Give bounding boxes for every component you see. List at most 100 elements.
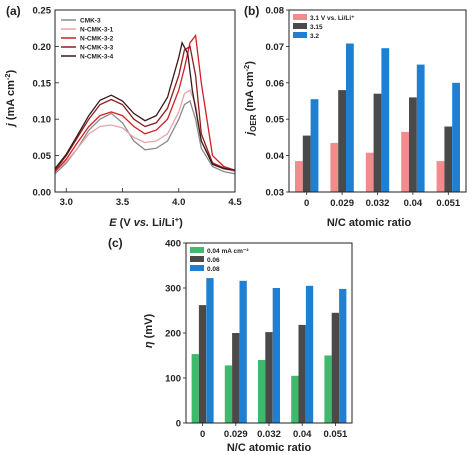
panel-a-legend-label: N-CMK-3-2 (80, 36, 114, 43)
panel-a-letter: (a) (6, 4, 21, 18)
panel-b-xlabel: N/C atomic ratio (327, 217, 412, 229)
panel-b-plot: 0 0.029 0.032 0.04 0.051 0.03 0.04 0.05 0.06 0.07… (266, 6, 467, 209)
panel-b-ytick-label: 0.04 (266, 151, 285, 162)
panel-a-ytick-label: 0.25 (33, 6, 52, 17)
panel-c-legend-swatch (190, 247, 204, 253)
svg-text:η (mV): η (mV) (143, 314, 155, 349)
panel-b-ytick-label: 0.06 (266, 78, 285, 89)
panel-b-bar-3.2-0.032 (381, 48, 390, 193)
panel-c-legend-label: 0.08 (207, 266, 220, 273)
panel-b-bar-3.1 V vs. Li/Li⁺-0.04 (401, 131, 409, 192)
panel-a-frame (54, 9, 236, 193)
panel-c-xtick-label: 0.032 (257, 429, 281, 440)
panel-c-bar-0.04 mA cm⁻²-0 (191, 354, 199, 423)
panel-a-xlabel: E (V vs. Li/Li+) (109, 215, 183, 229)
panel-c-plot: 0 0.029 0.032 0.04 0.051 0 100 200 300 400 0.04 mA… (165, 239, 353, 440)
panel-a-legend-label: CMK-3 (80, 18, 101, 25)
panel-c-ytick-label: 200 (165, 329, 181, 340)
panel-c-bar-0.04 mA cm⁻²-0.04 (291, 375, 299, 424)
panel-c-ytick-label: 0 (176, 419, 181, 430)
panel-b-legend: 3.1 V vs. Li/Li⁺ 3.15 3.2 (293, 14, 355, 40)
panel-b-bar-3.1 V vs. Li/Li⁺-0 (295, 161, 303, 192)
panel-a-ytick-label: 0.05 (33, 151, 52, 162)
panel-b-bar-3.15-0.04 (409, 97, 417, 192)
panel-c-bar-0.04 mA cm⁻²-0.032 (258, 360, 266, 423)
panel-b-xtick-label: 0.029 (330, 198, 354, 209)
panel-b-bar-3.1 V vs. Li/Li⁺-0.032 (365, 152, 374, 192)
panel-a-ytick-label: 0.20 (33, 42, 52, 53)
panel-c-bar-0.06-0.032 (265, 332, 273, 423)
panel-a-ytick-label: 0.00 (33, 188, 52, 199)
panel-b-legend-label: 3.1 V vs. Li/Li⁺ (310, 15, 355, 22)
panel-b-ytick-label: 0.08 (266, 6, 285, 17)
panel-b-letter: (b) (244, 4, 259, 18)
panel-a-legend-label: N-CMK-3-1 (80, 27, 114, 34)
panel-a-xtick-label: 4.5 (228, 197, 242, 208)
panel-c-ytick-label: 300 (165, 284, 181, 295)
panel-c-letter: (c) (108, 236, 123, 250)
panel-c-ylabel: η (mV) (143, 314, 155, 349)
panel-b-legend-label: 3.2 (310, 33, 319, 40)
panel-c-xtick-label: 0 (200, 429, 205, 440)
panel-c-bar-0.06-0 (198, 305, 207, 423)
panel-a-series-N-CMK-3-3 (54, 45, 236, 171)
panel-b-legend-swatch (293, 23, 307, 29)
panel-c-bar-0.08-0.029 (239, 280, 247, 423)
panel-b-xtick-label: 0 (304, 198, 309, 209)
panel-a-legend: CMK-3 N-CMK-3-1 N-CMK-3-2 N-CMK-3-3 N-CMK-3-… (61, 18, 114, 61)
panel-b-legend-swatch (293, 14, 307, 20)
panel-c-bar-0.04 mA cm⁻²-0.029 (224, 365, 233, 423)
panel-a-ytick-label: 0.15 (33, 78, 52, 89)
panel-b-bar-3.2-0.04 (416, 64, 425, 192)
panel-c-ytick-label: 100 (165, 374, 181, 385)
panel-b-frame (288, 9, 467, 193)
panel-b-ytick-label: 0.07 (266, 42, 285, 53)
panel-b-bar-3.1 V vs. Li/Li⁺-0.051 (436, 161, 445, 192)
panel-b-xtick-label: 0.051 (436, 198, 460, 209)
panel-a-legend-label: N-CMK-3-4 (80, 54, 114, 61)
panel-b-bar-3.15-0.032 (373, 93, 382, 192)
panel-c-ytick-label: 400 (165, 239, 181, 250)
panel-a-series-CMK-3 (54, 99, 236, 175)
panel-c-bar-0.06-0.04 (298, 324, 306, 423)
panel-c-xtick-label: 0.029 (224, 429, 248, 440)
svg-text:E (V vs. Li/Li+): E (V vs. Li/Li+) (109, 215, 183, 229)
panel-c-xlabel: N/C atomic ratio (227, 442, 312, 454)
panel-c-bar-0.08-0.032 (272, 288, 280, 423)
panel-c-bar-0.08-0.04 (305, 285, 314, 424)
panel-b-bar-3.2-0 (310, 99, 319, 192)
panel-c-legend-label: 0.04 mA cm⁻² (207, 248, 249, 255)
panel-b-legend-swatch (293, 32, 307, 38)
panel-b-bar-3.2-0.051 (452, 82, 460, 192)
svg-text:N/C atomic ratio: N/C atomic ratio (227, 442, 312, 454)
panel-b-bar-3.15-0.029 (338, 90, 346, 192)
panel-c-legend: 0.04 mA cm⁻² 0.06 0.08 (190, 247, 249, 273)
panel-b-ylabel: jOER (mA cm-2) (242, 61, 258, 137)
panel-b-ytick-label: 0.05 (266, 115, 285, 126)
svg-text:j (mA cm-2): j (mA cm-2) (3, 69, 17, 128)
panel-b-legend-label: 3.15 (310, 24, 323, 31)
panel-a-xtick-label: 3.5 (116, 197, 130, 208)
panel-b-xtick-label: 0.04 (404, 198, 423, 209)
panel-b-bar-3.15-0.051 (444, 126, 453, 192)
panel-a-legend-label: N-CMK-3-3 (80, 45, 114, 52)
panel-a-xtick-label: 4.0 (172, 197, 185, 208)
panel-b-bar-3.2-0.029 (346, 43, 354, 192)
panel-c-xtick-label: 0.04 (293, 429, 312, 440)
panel-c-xtick-label: 0.051 (324, 429, 348, 440)
panel-c-bar-0.04 mA cm⁻²-0.051 (324, 355, 332, 423)
panel-c-legend-label: 0.06 (207, 257, 220, 264)
panel-b-bar-3.15-0 (302, 135, 311, 192)
panel-a-series-N-CMK-3-4 (54, 40, 236, 171)
panel-c-bar-0.08-0 (206, 278, 214, 423)
panel-c-legend-swatch (190, 265, 204, 271)
svg-text:N/C atomic ratio: N/C atomic ratio (327, 217, 412, 229)
panel-a-xtick-label: 3.0 (60, 197, 73, 208)
panel-c-bar-0.06-0.051 (331, 312, 339, 424)
panel-b-bar-3.1 V vs. Li/Li⁺-0.029 (330, 142, 339, 192)
panel-a-plot: 3.0 3.5 4.0 4.5 0.00 0.05 0.10 0.15 0.20 0.25 CMK-… (33, 6, 243, 209)
panel-c-legend-swatch (190, 256, 204, 262)
panel-b-ytick-label: 0.03 (266, 188, 285, 199)
panel-a-ytick-label: 0.10 (33, 115, 52, 126)
